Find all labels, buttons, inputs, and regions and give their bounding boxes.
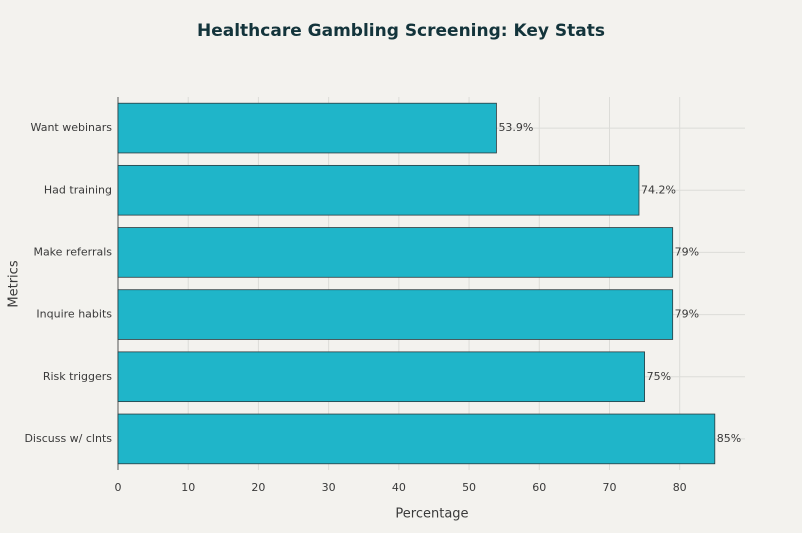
x-tick-label: 80 xyxy=(673,481,687,494)
y-tick-label: Had training xyxy=(44,183,112,196)
value-label: 79% xyxy=(675,245,699,258)
y-tick-label: Discuss w/ clnts xyxy=(24,432,112,445)
bar xyxy=(117,413,716,465)
chart-title: Healthcare Gambling Screening: Key Stats xyxy=(197,21,605,41)
bar xyxy=(117,289,674,340)
x-tick-label: 10 xyxy=(181,481,195,494)
y-tick-label: Risk triggers xyxy=(43,370,112,383)
value-label: 53.9% xyxy=(498,121,533,134)
value-label: 75% xyxy=(647,370,671,383)
x-axis-title: Percentage xyxy=(395,507,468,522)
x-tick-label: 70 xyxy=(602,481,616,494)
bar xyxy=(117,164,640,216)
y-tick-label: Inquire habits xyxy=(36,308,112,321)
y-tick-label: Make referrals xyxy=(33,245,112,258)
x-tick-label: 60 xyxy=(532,481,546,494)
y-tick-label: Want webinars xyxy=(31,121,113,134)
value-label: 79% xyxy=(675,308,699,321)
x-tick-label: 30 xyxy=(322,481,336,494)
y-axis-title: Metrics xyxy=(7,260,22,307)
x-tick-label: 0 xyxy=(115,481,122,494)
value-label: 85% xyxy=(717,432,741,445)
value-label: 74.2% xyxy=(641,183,676,196)
bar xyxy=(117,227,674,278)
x-tick-label: 50 xyxy=(462,481,476,494)
bar xyxy=(117,102,497,154)
bar xyxy=(117,351,645,403)
x-tick-label: 20 xyxy=(251,481,265,494)
x-tick-label: 40 xyxy=(392,481,406,494)
